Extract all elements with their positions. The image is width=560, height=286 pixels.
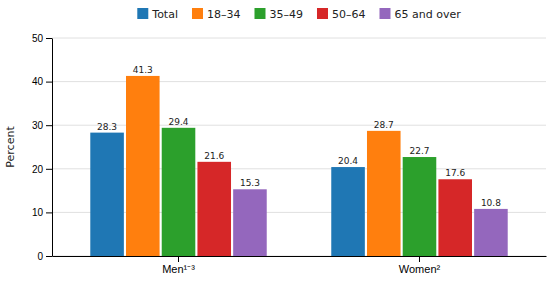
- bar: [233, 189, 267, 256]
- legend-label: 50–64: [332, 8, 366, 21]
- bar: [90, 133, 124, 256]
- y-tick: 40: [32, 76, 52, 87]
- legend-label: 18–34: [207, 8, 241, 21]
- y-tick-label: 50: [32, 33, 44, 44]
- bars: [90, 76, 507, 256]
- legend-swatch: [317, 8, 328, 19]
- y-tick: 30: [32, 120, 52, 131]
- y-tick: 0: [37, 251, 52, 262]
- data-label: 20.4: [338, 156, 358, 166]
- bar: [162, 128, 196, 256]
- y-tick-mark: [46, 212, 52, 213]
- legend-swatch: [254, 8, 265, 19]
- bar: [331, 167, 365, 256]
- legend-label: 35–49: [269, 8, 303, 21]
- y-tick-mark: [46, 256, 52, 257]
- y-tick-label: 10: [32, 207, 44, 218]
- data-label: 22.7: [409, 146, 429, 156]
- y-tick: 10: [32, 207, 52, 218]
- data-label: 28.7: [374, 120, 394, 130]
- y-tick-label: 30: [32, 120, 44, 131]
- plot: 28.3 20.4 41.3 28.7 29.4 22.7 21.6 17.6 15.3 10.8…: [32, 33, 547, 275]
- x-tick: Men¹⁻³: [162, 256, 195, 275]
- y-tick-mark: [46, 125, 52, 126]
- y-axis-title: Percent: [4, 126, 17, 168]
- y-tick-mark: [46, 38, 52, 39]
- legend-item: Total: [137, 8, 178, 21]
- x-tick-mark: [178, 256, 179, 262]
- bar: [438, 179, 472, 256]
- legend-swatch: [137, 8, 148, 19]
- y-tick-label: 40: [32, 76, 44, 87]
- bar: [126, 76, 160, 256]
- y-axis: 0 10 20 30 40 50: [32, 33, 53, 262]
- x-tick: Women²: [399, 256, 441, 275]
- data-labels: 28.3 20.4 41.3 28.7 29.4 22.7 21.6 17.6 15.3 10.8: [97, 65, 501, 208]
- data-label: 29.4: [168, 117, 188, 127]
- legend-item: 35–49: [254, 8, 303, 21]
- bar: [197, 162, 231, 256]
- x-tick-label: Women²: [399, 263, 441, 275]
- legend-item: 50–64: [317, 8, 366, 21]
- y-tick-label: 0: [37, 251, 43, 262]
- legend-swatch: [379, 8, 390, 19]
- legend-label: Total: [151, 8, 178, 21]
- data-label: 21.6: [204, 151, 224, 161]
- chart: 28.3 20.4 41.3 28.7 29.4 22.7 21.6 17.6 15.3 10.8…: [0, 0, 560, 286]
- y-tick-label: 20: [32, 164, 44, 175]
- y-tick-mark: [46, 82, 52, 83]
- data-label: 28.3: [97, 122, 117, 132]
- grid-line: [52, 38, 546, 39]
- data-label: 41.3: [133, 65, 153, 75]
- data-label: 17.6: [445, 168, 465, 178]
- grid: [52, 38, 546, 256]
- legend-label: 65 and over: [394, 8, 461, 21]
- legend: Total 18–34 35–49 50–64 65 and over: [137, 8, 461, 21]
- data-label: 10.8: [481, 198, 501, 208]
- x-tick-mark: [419, 256, 420, 262]
- legend-swatch: [192, 8, 203, 19]
- x-axis: Men¹⁻³ Women²: [53, 256, 547, 275]
- y-tick: 50: [32, 33, 52, 44]
- bar: [474, 209, 508, 256]
- x-axis-line: [53, 256, 547, 257]
- bar: [367, 131, 401, 256]
- legend-item: 65 and over: [379, 8, 461, 21]
- bar: [403, 157, 437, 256]
- data-label: 15.3: [240, 178, 260, 188]
- x-tick-label: Men¹⁻³: [162, 263, 195, 275]
- y-axis-line: [52, 39, 53, 257]
- y-tick-mark: [46, 169, 52, 170]
- y-tick: 20: [32, 164, 52, 175]
- legend-item: 18–34: [192, 8, 241, 21]
